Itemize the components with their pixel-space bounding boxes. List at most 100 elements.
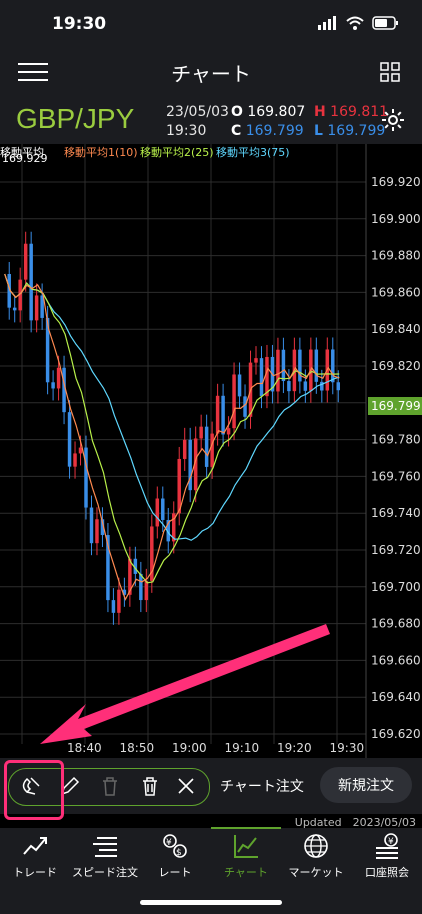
highlight-box [4,760,64,820]
rate-icon: ¥$ [163,834,187,858]
svg-text:¥: ¥ [166,838,172,848]
low-label: L [314,123,323,139]
candle [199,426,203,439]
close-icon[interactable] [168,768,204,804]
home-indicator [140,900,282,905]
x-axis-label: 19:20 [277,741,312,755]
candle [7,274,11,308]
currency-pair[interactable]: GBP/JPY [16,103,135,134]
candle [188,439,192,491]
tab-chart[interactable]: チャート [211,832,281,880]
tab-label: レート [158,866,192,879]
legend-base: 移動平均 [0,145,44,159]
open-price: O 169.807 [231,104,305,120]
tab-label: トレード [13,866,57,879]
battery-icon [372,16,398,30]
trash-icon[interactable] [92,768,128,804]
page-title: チャート [171,62,251,86]
legend-ma2: 移動平均2(25) [140,145,214,159]
chart-order-button[interactable]: チャート注文 [220,779,304,795]
tab-label: 口座照会 [365,866,409,879]
candle [221,395,225,435]
svg-text:¥: ¥ [388,837,394,847]
candle [336,382,340,391]
candle [12,307,17,311]
candle [62,367,66,413]
ma2-line [4,273,340,584]
candle [303,381,308,391]
candle [56,367,61,389]
chart-icon [234,835,258,858]
x-axis-label: 19:00 [172,741,207,755]
gear-icon[interactable] [381,108,405,132]
y-axis-label: 169.780 [371,433,421,447]
high-label: H [314,104,326,120]
low-price: L 169.799 [314,123,385,139]
tab-speed-order[interactable]: スピード注文 [70,832,140,880]
x-axis-label: 18:40 [67,741,102,755]
tab-trade[interactable]: トレード [0,832,70,880]
tab-market[interactable]: マーケット [281,832,351,880]
x-axis-label: 18:50 [120,741,155,755]
candle [34,295,39,321]
trash-all-icon[interactable] [132,768,168,804]
candle [193,438,198,491]
candle [51,382,55,389]
y-axis-label: 169.880 [371,249,421,263]
info-date: 23/05/03 [166,104,229,120]
y-axis-label: 169.820 [371,359,421,373]
candle [155,498,160,527]
low-value: 169.799 [327,123,386,139]
ma3-line [4,273,340,541]
tab-rate[interactable]: ¥ $ レート [140,832,210,880]
tab-bar [0,828,422,914]
tab-label: マーケット [288,866,344,879]
candle [111,600,116,613]
candle [232,374,236,429]
legend-ma1: 移動平均1(10) [64,145,138,159]
candle [18,279,22,311]
candle [78,447,83,454]
candle [210,433,214,467]
candle [166,519,170,542]
legend-ma3: 移動平均3(75) [216,145,290,159]
candle [287,381,291,392]
candle [243,396,247,417]
candle [254,358,258,363]
candle [133,558,138,574]
status-bar [0,0,422,48]
open-value: 169.807 [247,104,306,120]
magnet-icon[interactable] [14,768,50,804]
tab-account[interactable]: ¥ 口座照会 [352,832,422,880]
new-order-button[interactable]: 新規注文 [320,767,412,803]
candle [23,243,28,280]
candle [259,358,264,397]
y-axis-label: 169.760 [371,469,421,483]
account-icon: ¥ [376,833,398,859]
candle [276,349,280,392]
menu-icon[interactable] [18,62,48,82]
candle [106,535,110,601]
y-axis-label: 169.860 [371,285,421,299]
open-label: O [231,104,243,120]
status-time: 19:30 [52,14,107,34]
close-value: 169.799 [245,123,304,139]
current-price-tag [368,397,422,415]
y-axis-label: 169.840 [371,322,421,336]
close-price: C 169.799 [231,123,304,139]
svg-text:$: $ [176,848,182,858]
nav-bar [0,48,422,94]
y-axis-label: 169.920 [371,175,421,189]
price-chart[interactable]: 169.920 169.900 169.880 169.860 169.840 169.8… [0,144,422,758]
grid-layout-icon[interactable] [380,62,400,82]
candle [215,395,220,434]
drawing-tools-pill [8,768,210,806]
candle [128,558,132,595]
wifi-icon [346,16,364,30]
candle [314,349,319,382]
y-axis-label: 169.660 [371,653,421,667]
x-axis-label: 19:30 [330,741,365,755]
candle [117,589,121,613]
candle [139,573,143,601]
close-label: C [231,123,242,139]
